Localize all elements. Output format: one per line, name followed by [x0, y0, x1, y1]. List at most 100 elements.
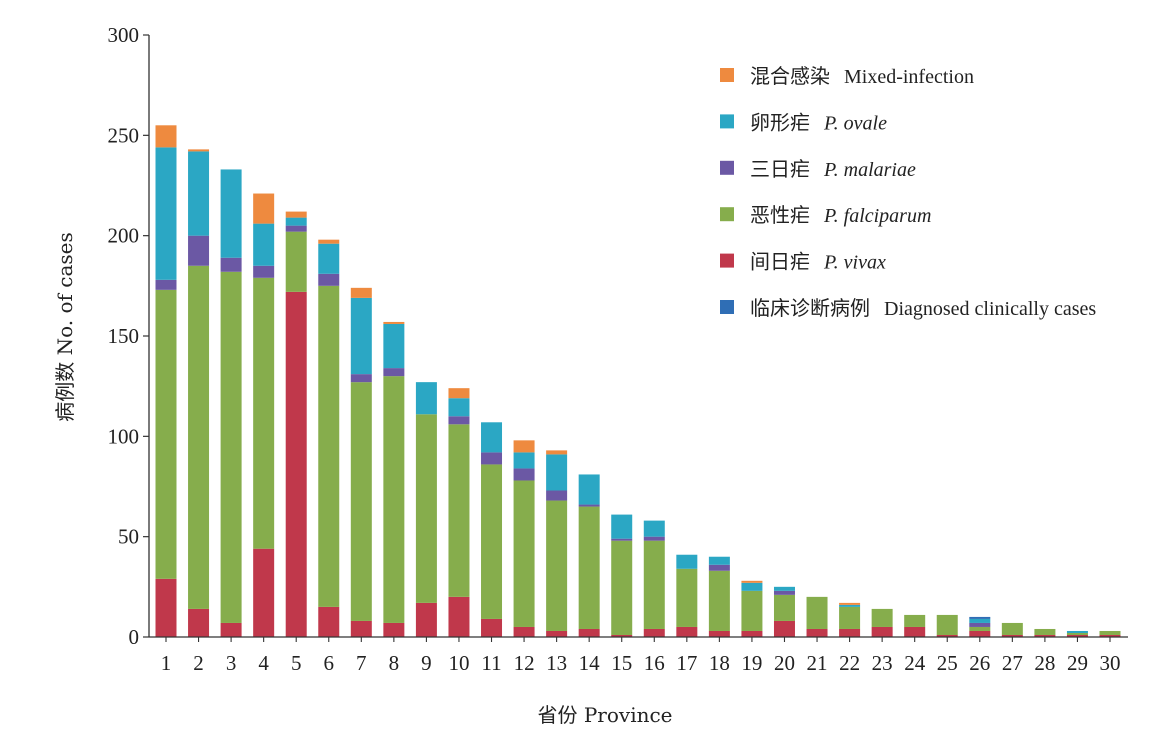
bar-malariae-5	[285, 225, 307, 232]
bar-vivax-14	[578, 628, 600, 637]
bar-mixed-4	[253, 193, 275, 224]
legend-swatch-vivax	[720, 253, 734, 268]
bar-vivax-20	[773, 620, 795, 637]
plot-area	[150, 18, 1130, 640]
bar-vivax-24	[904, 626, 926, 637]
bar-mixed-19	[741, 580, 763, 583]
x-tick-label: 30	[1100, 651, 1121, 675]
x-tick-label: 6	[324, 651, 335, 675]
x-tick-label: 16	[644, 651, 665, 675]
legend-label-en: P. vivax	[823, 252, 886, 274]
bar-ovale-26	[969, 618, 991, 623]
bar-malariae-11	[481, 452, 503, 465]
y-tick-label: 200	[108, 224, 140, 248]
x-tick-label: 20	[774, 651, 795, 675]
bar-falciparum-24	[904, 614, 926, 627]
bar-ovale-16	[643, 520, 665, 537]
bar-mixed-1	[155, 125, 177, 148]
x-tick-label: 11	[481, 651, 501, 675]
bar-ovale-8	[383, 323, 405, 369]
x-tick-label: 26	[969, 651, 990, 675]
legend-label-en: P. malariae	[823, 159, 916, 181]
bar-vivax-2	[188, 608, 210, 637]
bar-ovale-1	[155, 147, 177, 280]
bar-vivax-17	[676, 626, 698, 637]
bar-malariae-13	[546, 490, 568, 501]
bar-ovale-2	[188, 151, 210, 236]
x-tick-label: 9	[421, 651, 432, 675]
bar-falciparum-25	[936, 614, 958, 635]
bar-vivax-5	[285, 291, 307, 637]
bar-falciparum-14	[578, 506, 600, 629]
bar-falciparum-3	[220, 271, 242, 623]
bar-mixed-10	[448, 388, 470, 399]
y-tick-label: 250	[108, 123, 140, 147]
bar-falciparum-11	[481, 464, 503, 619]
legend-label-en: Diagnosed clinically cases	[884, 298, 1096, 320]
bar-falciparum-2	[188, 265, 210, 609]
bar-vivax-6	[318, 606, 340, 637]
bar-falciparum-15	[611, 540, 633, 635]
bar-vivax-25	[936, 634, 958, 637]
legend-label-en: Mixed-infection	[844, 66, 974, 88]
bar-falciparum-5	[285, 231, 307, 292]
bar-ovale-14	[578, 474, 600, 505]
bar-vivax-27	[1001, 634, 1023, 637]
bar-falciparum-9	[415, 414, 437, 603]
bar-vivax-18	[708, 630, 730, 637]
legend-label-clinical: 临床诊断病例 Diagnosed clinically cases	[750, 296, 1096, 320]
bar-ovale-13	[546, 454, 568, 491]
bar-falciparum-12	[513, 480, 535, 627]
bar-ovale-12	[513, 452, 535, 469]
bar-vivax-15	[611, 634, 633, 637]
bar-ovale-15	[611, 514, 633, 539]
legend-label-zh: 恶性疟	[750, 203, 810, 227]
bar-malariae-15	[611, 538, 633, 541]
bar-malariae-12	[513, 468, 535, 481]
bar-vivax-9	[415, 602, 437, 637]
y-axis-title: 病例数 No. of cases	[53, 232, 77, 422]
legend-label-falciparum: 恶性疟 P. falciparum	[750, 203, 931, 227]
bar-falciparum-23	[871, 608, 893, 627]
bar-falciparum-13	[546, 500, 568, 631]
x-tick-label: 5	[291, 651, 302, 675]
legend-label-zh: 三日疟	[750, 157, 810, 181]
legend-label-zh: 临床诊断病例	[750, 296, 870, 320]
bar-ovale-4	[253, 223, 275, 266]
x-tick-label: 22	[839, 651, 860, 675]
legend-label-en: P. falciparum	[823, 205, 931, 227]
y-tick-label: 100	[108, 424, 140, 448]
bar-ovale-6	[318, 243, 340, 274]
x-tick-label: 13	[546, 651, 567, 675]
bar-vivax-8	[383, 622, 405, 637]
x-tick-label: 8	[389, 651, 400, 675]
x-tick-label: 21	[807, 651, 828, 675]
bar-ovale-3	[220, 169, 242, 258]
bar-mixed-12	[513, 440, 535, 453]
bar-falciparum-28	[1034, 628, 1056, 635]
legend-swatch-mixed	[720, 68, 734, 82]
x-tick-label: 1	[161, 651, 172, 675]
bar-falciparum-6	[318, 285, 340, 607]
bar-vivax-28	[1034, 634, 1056, 637]
bar-falciparum-30	[1099, 630, 1121, 635]
bar-falciparum-1	[155, 289, 177, 579]
legend-label-en: P. ovale	[823, 112, 887, 134]
y-tick-label: 50	[118, 525, 139, 549]
x-tick-label: 24	[904, 651, 926, 675]
x-tick-label: 17	[676, 651, 697, 675]
x-tick-label: 15	[611, 651, 632, 675]
legend-swatch-falciparum	[720, 207, 734, 222]
bar-falciparum-17	[676, 568, 698, 627]
bar-falciparum-7	[350, 382, 372, 621]
bar-falciparum-29	[1066, 632, 1088, 635]
bar-mixed-22	[839, 602, 861, 605]
legend-swatch-malariae	[720, 160, 734, 175]
x-tick-label: 25	[937, 651, 958, 675]
bar-vivax-3	[220, 622, 242, 637]
bar-mixed-6	[318, 239, 340, 244]
bar-ovale-9	[415, 382, 437, 415]
bar-ovale-19	[741, 582, 763, 591]
x-tick-label: 14	[579, 651, 601, 675]
